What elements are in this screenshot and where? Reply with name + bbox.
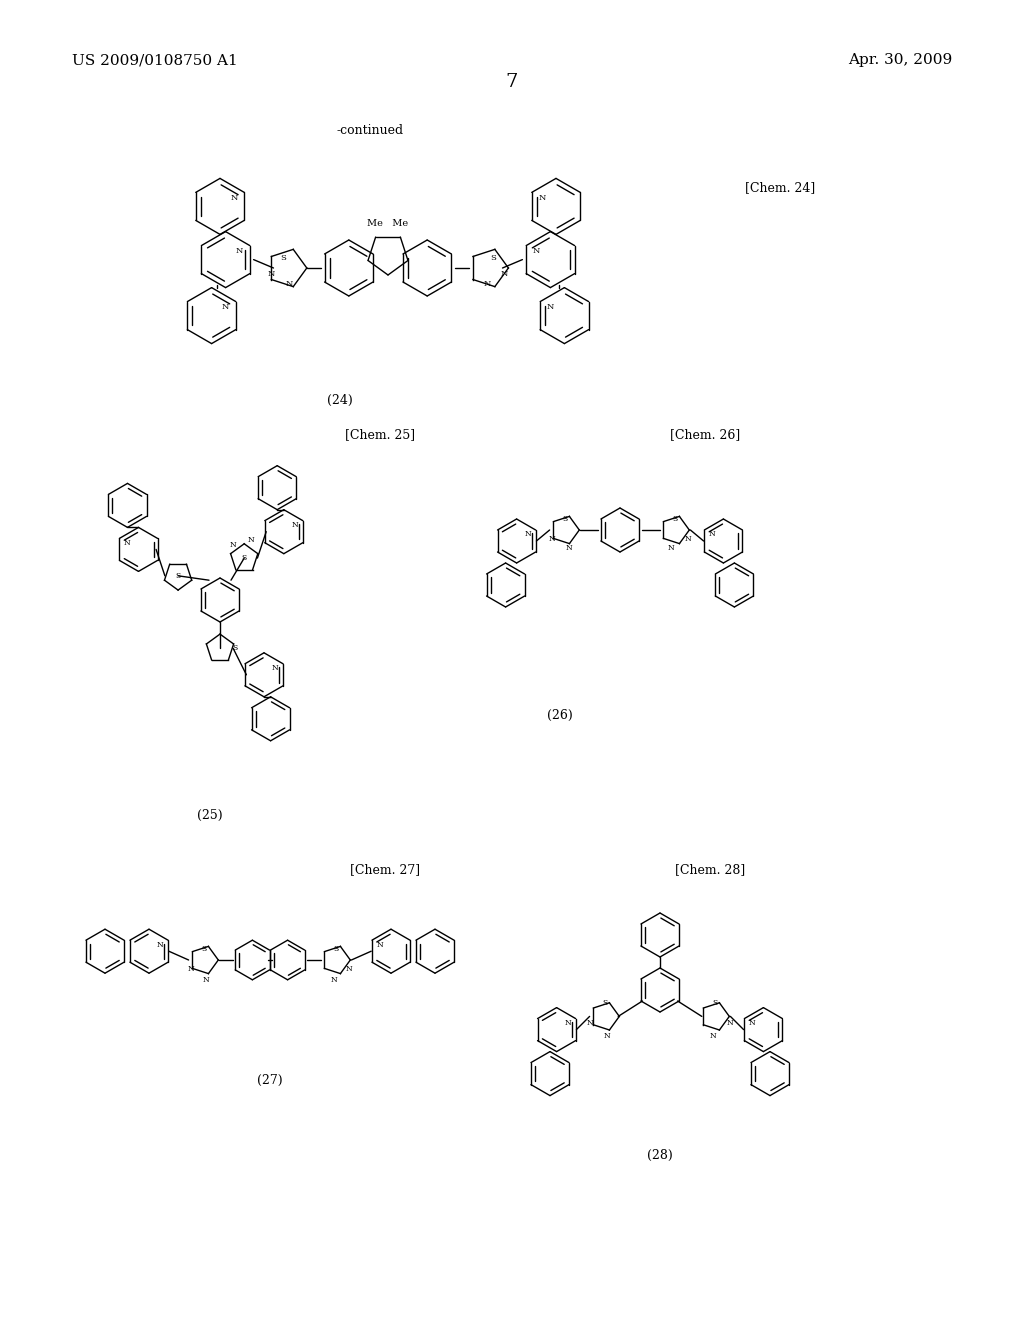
Text: S: S xyxy=(232,644,238,652)
Text: N: N xyxy=(566,544,572,552)
Text: [Chem. 26]: [Chem. 26] xyxy=(670,429,740,441)
Text: N: N xyxy=(157,941,164,949)
Text: S: S xyxy=(242,554,247,562)
Text: S: S xyxy=(334,945,339,953)
Text: (24): (24) xyxy=(327,393,353,407)
Text: 7: 7 xyxy=(506,73,518,91)
Text: N: N xyxy=(268,269,275,279)
Text: Apr. 30, 2009: Apr. 30, 2009 xyxy=(848,53,952,67)
Text: S: S xyxy=(175,572,180,579)
Text: S: S xyxy=(602,999,607,1007)
Text: [Chem. 24]: [Chem. 24] xyxy=(745,181,815,194)
Text: N: N xyxy=(668,544,674,552)
Text: N: N xyxy=(236,247,244,255)
Text: N: N xyxy=(524,531,531,539)
Text: N: N xyxy=(331,975,337,983)
Text: N: N xyxy=(346,965,352,973)
Text: (28): (28) xyxy=(647,1148,673,1162)
Text: N: N xyxy=(749,1019,756,1027)
Text: (27): (27) xyxy=(257,1073,283,1086)
Text: N: N xyxy=(271,664,279,672)
Text: N: N xyxy=(377,941,383,949)
Text: N: N xyxy=(727,1019,734,1027)
Text: N: N xyxy=(292,521,298,529)
Text: N: N xyxy=(709,531,716,539)
Text: N: N xyxy=(248,536,254,544)
Text: N: N xyxy=(564,1019,571,1027)
Text: (26): (26) xyxy=(547,709,572,722)
Text: N: N xyxy=(586,1019,593,1027)
Text: N: N xyxy=(685,535,691,543)
Text: S: S xyxy=(281,255,286,263)
Text: N: N xyxy=(229,541,237,549)
Text: (25): (25) xyxy=(198,808,223,821)
Text: N: N xyxy=(549,535,555,543)
Text: N: N xyxy=(501,269,508,279)
Text: N: N xyxy=(532,247,540,255)
Text: -continued: -continued xyxy=(337,124,403,136)
Text: N: N xyxy=(286,280,293,288)
Text: S: S xyxy=(713,999,718,1007)
Text: [Chem. 25]: [Chem. 25] xyxy=(345,429,415,441)
Text: N: N xyxy=(230,194,238,202)
Text: N: N xyxy=(222,304,229,312)
Text: Me   Me: Me Me xyxy=(368,219,409,227)
Text: S: S xyxy=(562,515,567,523)
Text: US 2009/0108750 A1: US 2009/0108750 A1 xyxy=(72,53,238,67)
Text: N: N xyxy=(124,539,131,546)
Text: N: N xyxy=(483,280,490,288)
Text: N: N xyxy=(187,965,195,973)
Text: N: N xyxy=(539,194,546,202)
Text: [Chem. 28]: [Chem. 28] xyxy=(675,863,745,876)
Text: S: S xyxy=(489,255,496,263)
Text: N: N xyxy=(604,1032,610,1040)
Text: N: N xyxy=(203,975,210,983)
Text: S: S xyxy=(673,515,678,523)
Text: N: N xyxy=(547,304,554,312)
Text: N: N xyxy=(710,1032,716,1040)
Text: S: S xyxy=(202,945,207,953)
Text: [Chem. 27]: [Chem. 27] xyxy=(350,863,420,876)
